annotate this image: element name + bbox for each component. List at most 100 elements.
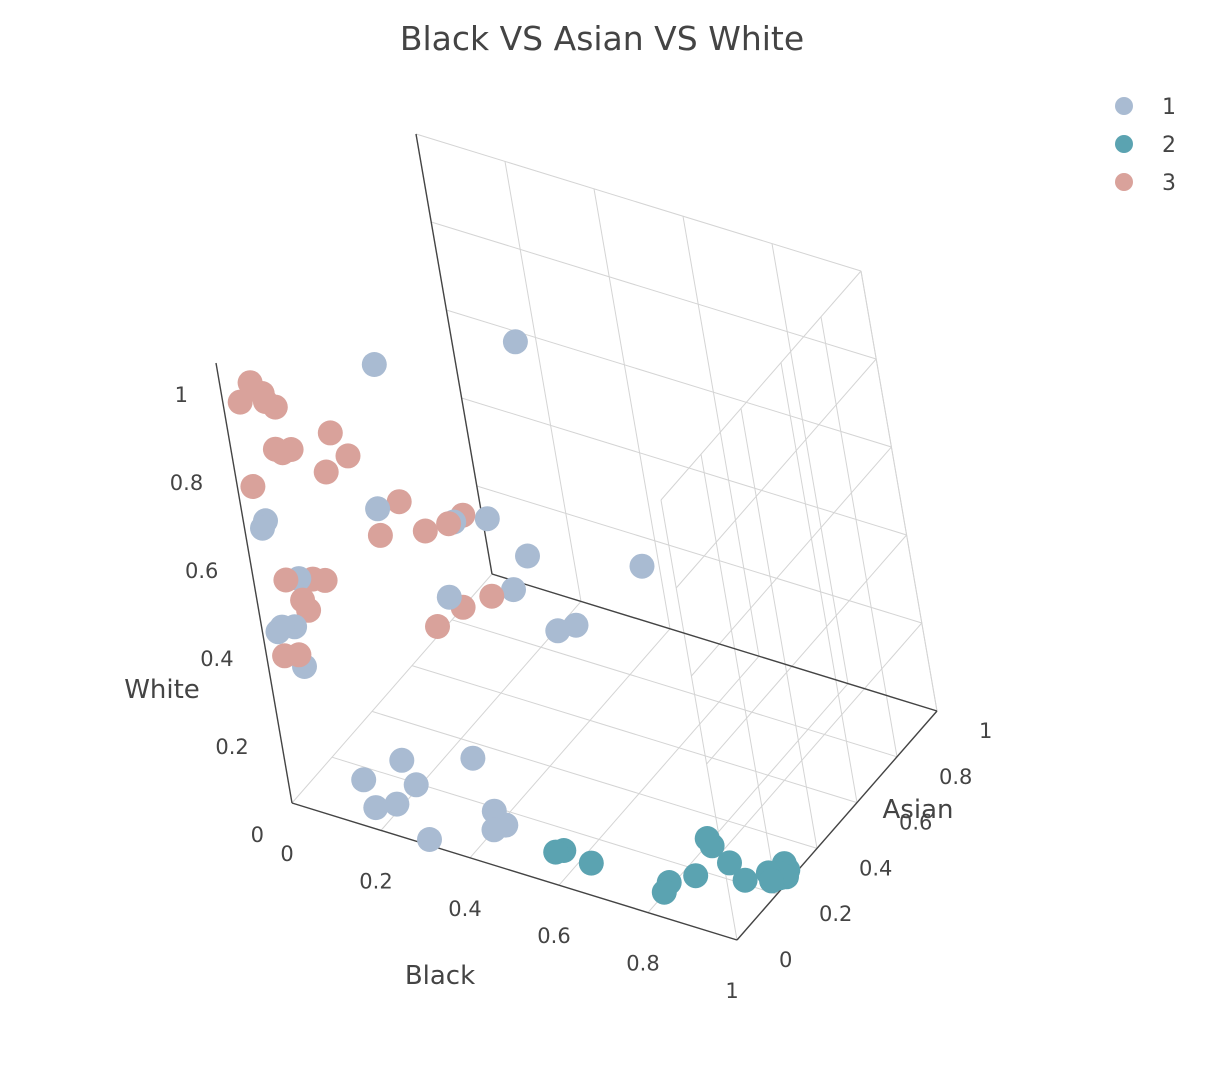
data-point-series-3 xyxy=(436,511,462,537)
grid-line-y1-x xyxy=(771,243,849,684)
grid-line-x1-y xyxy=(820,316,898,757)
data-point-series-1 xyxy=(481,817,507,843)
data-point-series-2 xyxy=(683,863,709,889)
data-point-series-3 xyxy=(386,489,412,515)
data-point-series-3 xyxy=(479,583,505,609)
data-point-series-1 xyxy=(250,515,275,541)
data-point-series-1 xyxy=(474,506,500,532)
data-point-series-1 xyxy=(417,827,442,852)
grid-line-x1-y xyxy=(780,362,858,803)
data-point-series-1 xyxy=(502,329,528,355)
legend-marker-3 xyxy=(1115,173,1133,191)
legend-label-3: 3 xyxy=(1162,171,1176,196)
z-axis-line xyxy=(215,362,293,804)
data-point-series-3 xyxy=(335,443,361,469)
data-point-series-1 xyxy=(436,584,462,610)
chart-title: Black VS Asian VS White xyxy=(400,19,804,58)
back-floor-axis-line xyxy=(491,573,938,712)
data-point-series-2 xyxy=(732,867,758,893)
data-point-series-1 xyxy=(481,798,507,824)
data-point-series-3 xyxy=(317,420,343,446)
data-point-series-3 xyxy=(412,518,438,544)
grid-line-y1-z xyxy=(476,485,922,624)
z-tick-label: 1 xyxy=(175,383,188,407)
legend-label-2: 2 xyxy=(1162,133,1176,158)
data-point-series-1 xyxy=(515,543,540,569)
grid-line-x1-y xyxy=(700,454,778,895)
data-point-series-1 xyxy=(361,352,387,377)
legend-item-3[interactable]: 3 xyxy=(1115,171,1176,196)
data-point-series-3 xyxy=(237,370,263,396)
y-tick-label: 0.4 xyxy=(859,856,892,880)
z-tick-label: 0 xyxy=(251,823,264,847)
z-tick-label: 0.4 xyxy=(200,647,233,671)
legend-marker-2 xyxy=(1115,135,1133,153)
legend-marker-1 xyxy=(1115,97,1133,115)
grid-line-floor-x xyxy=(558,655,760,886)
y-tick-label: 1 xyxy=(979,719,992,743)
points-layer xyxy=(227,329,801,905)
data-point-series-1 xyxy=(351,767,377,793)
grid-line-floor-y xyxy=(451,619,898,758)
data-point-series-1 xyxy=(363,795,389,821)
data-point-series-3 xyxy=(272,643,298,669)
data-point-series-1 xyxy=(389,747,415,773)
grid-line-floor-y xyxy=(371,710,818,849)
y-axis-title: Asian xyxy=(883,795,954,825)
x-axis-title: Black xyxy=(405,961,475,991)
grid-line-x1-z xyxy=(660,270,862,501)
data-point-series-3 xyxy=(273,567,299,593)
data-point-series-1 xyxy=(265,619,291,645)
grid-line-x1-z xyxy=(721,622,923,853)
legend-label-1: 1 xyxy=(1162,95,1176,120)
y-tick-label: 0.2 xyxy=(819,902,852,926)
data-point-series-1 xyxy=(501,577,526,603)
data-point-series-2 xyxy=(759,868,785,894)
grid-line-x1-z xyxy=(675,358,877,589)
data-point-series-3 xyxy=(262,436,288,462)
grid-line-x1-y xyxy=(740,408,818,849)
grid-line-y1-x xyxy=(504,161,582,602)
y-tick-label: 0.6 xyxy=(899,811,932,835)
grid-line-floor-x xyxy=(647,683,849,913)
x-tick-label: 0.4 xyxy=(448,897,481,921)
data-point-series-2 xyxy=(543,839,569,865)
axis-layer xyxy=(215,133,938,941)
data-point-series-2 xyxy=(717,850,742,876)
data-point-series-3 xyxy=(367,522,393,548)
grid-line-y1-x xyxy=(682,216,760,657)
grid-line-y1-x xyxy=(860,270,938,712)
data-point-series-1 xyxy=(629,553,655,579)
grid-line-y1-z xyxy=(461,397,907,536)
legend-item-2[interactable]: 2 xyxy=(1115,133,1176,158)
y-tick-label: 0.8 xyxy=(939,765,972,789)
data-point-series-1 xyxy=(403,772,429,798)
legend-item-1[interactable]: 1 xyxy=(1115,95,1176,120)
data-point-series-1 xyxy=(365,496,391,522)
z-axis-title: White xyxy=(124,675,200,705)
data-point-series-2 xyxy=(651,879,677,905)
data-point-series-3 xyxy=(240,474,266,499)
data-point-series-3 xyxy=(425,614,450,639)
x-tick-label: 0 xyxy=(280,842,293,866)
data-point-series-1 xyxy=(384,791,410,817)
x-tick-label: 0.6 xyxy=(537,924,570,948)
grid-line-y1-z xyxy=(415,133,862,272)
data-point-series-3 xyxy=(227,389,253,415)
data-point-series-1 xyxy=(460,745,486,771)
y-axis-line xyxy=(736,710,938,941)
data-point-series-3 xyxy=(290,587,316,613)
z-tick-label: 0.6 xyxy=(185,559,218,583)
grid-line-y1-z xyxy=(431,221,877,360)
x-tick-label: 0.8 xyxy=(626,952,659,976)
grid-line-floor-y xyxy=(331,756,778,895)
data-point-series-3 xyxy=(252,389,278,414)
grid-line-x1-z xyxy=(706,534,907,765)
z-tick-label: 0.8 xyxy=(170,471,203,495)
y-tick-label: 0 xyxy=(779,948,792,972)
x-axis-line xyxy=(291,802,738,941)
x-tick-label: 1 xyxy=(725,979,738,1003)
z-tick-label: 0.2 xyxy=(215,735,248,759)
data-point-series-2 xyxy=(578,850,604,876)
